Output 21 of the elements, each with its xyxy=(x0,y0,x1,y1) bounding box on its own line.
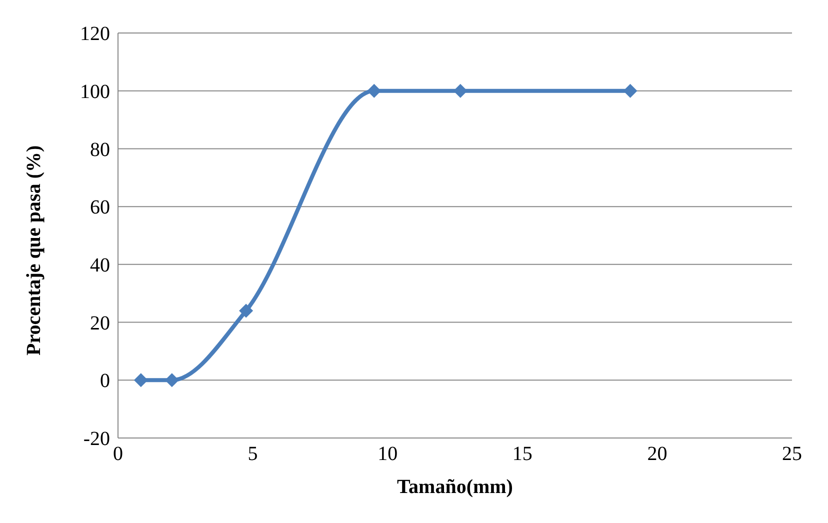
y-tick-label: 40 xyxy=(90,254,110,277)
x-tick-label: 25 xyxy=(782,443,802,466)
x-tick-label: 20 xyxy=(647,443,668,466)
y-tick-label: 100 xyxy=(80,80,110,103)
y-tick-label: 0 xyxy=(100,370,110,392)
point xyxy=(239,304,254,318)
y-tick-label: 120 xyxy=(80,23,110,46)
point xyxy=(134,373,148,388)
point xyxy=(367,84,382,98)
x-tick-label: 10 xyxy=(378,443,398,466)
y-axis-title: Procentaje que pasa (%) xyxy=(23,145,46,356)
x-tick-label: 5 xyxy=(248,443,258,466)
y-tick-label: 20 xyxy=(90,312,110,334)
point xyxy=(453,84,468,98)
y-tick-label: 80 xyxy=(90,138,110,161)
x-tick-label: 15 xyxy=(512,443,532,466)
y-tick-label: -20 xyxy=(83,428,110,450)
y-tick-label: 60 xyxy=(90,196,110,219)
point xyxy=(164,373,179,388)
point xyxy=(623,84,638,98)
x-axis-title: Tamaño(mm) xyxy=(397,476,513,498)
